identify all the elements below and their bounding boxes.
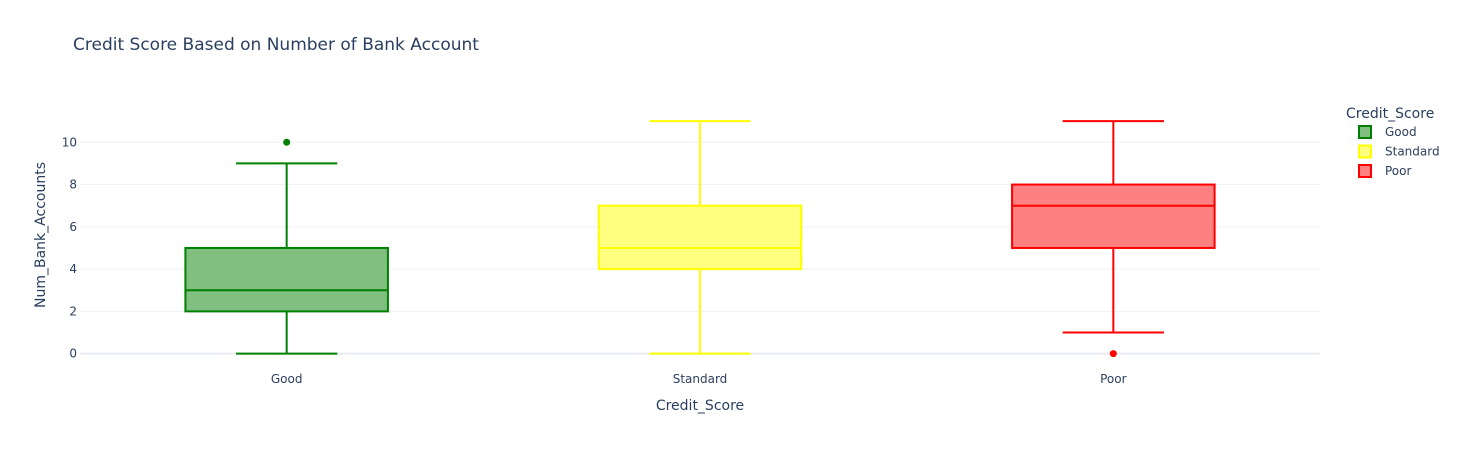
- legend-item-good: Good: [1358, 125, 1417, 139]
- box-poor: [1011, 120, 1216, 358]
- x-tick-label: Good: [271, 372, 303, 386]
- chart-title: Credit Score Based on Number of Bank Acc…: [73, 35, 479, 55]
- legend-item-standard: Standard: [1358, 144, 1440, 159]
- x-tick-labels: Good Standard Poor: [271, 372, 1127, 386]
- y-tick-label: 0: [69, 347, 77, 361]
- legend-swatch: [1358, 125, 1372, 139]
- legend-swatch: [1358, 164, 1372, 178]
- y-tick-label: 4: [69, 262, 77, 276]
- x-tick-label: Standard: [673, 372, 728, 386]
- outlier-point: [1109, 350, 1117, 358]
- x-tick-label: Poor: [1100, 372, 1126, 386]
- y-tick-label: 6: [69, 220, 77, 234]
- iqr-box: [184, 246, 389, 313]
- outlier-point: [283, 138, 291, 146]
- legend-item-poor: Poor: [1358, 164, 1411, 178]
- legend: Credit_Score Good Standard Poor: [1346, 106, 1440, 178]
- box-plots: [184, 120, 1216, 358]
- box-standard: [597, 120, 803, 355]
- y-tick-label: 10: [62, 135, 77, 149]
- legend-label: Good: [1385, 125, 1417, 139]
- y-tick-label: 2: [69, 304, 77, 318]
- y-axis-title: Num_Bank_Accounts: [33, 162, 49, 308]
- y-tick-labels: 0 2 4 6 8 10: [62, 135, 77, 360]
- legend-title: Credit_Score: [1346, 106, 1434, 122]
- x-axis-title: Credit_Score: [656, 398, 744, 414]
- iqr-box: [1011, 183, 1216, 249]
- legend-swatch: [1358, 144, 1372, 159]
- legend-label: Poor: [1385, 164, 1411, 178]
- y-tick-label: 8: [69, 178, 77, 192]
- legend-label: Standard: [1385, 145, 1440, 159]
- iqr-box: [597, 204, 803, 271]
- box-good: [184, 138, 389, 355]
